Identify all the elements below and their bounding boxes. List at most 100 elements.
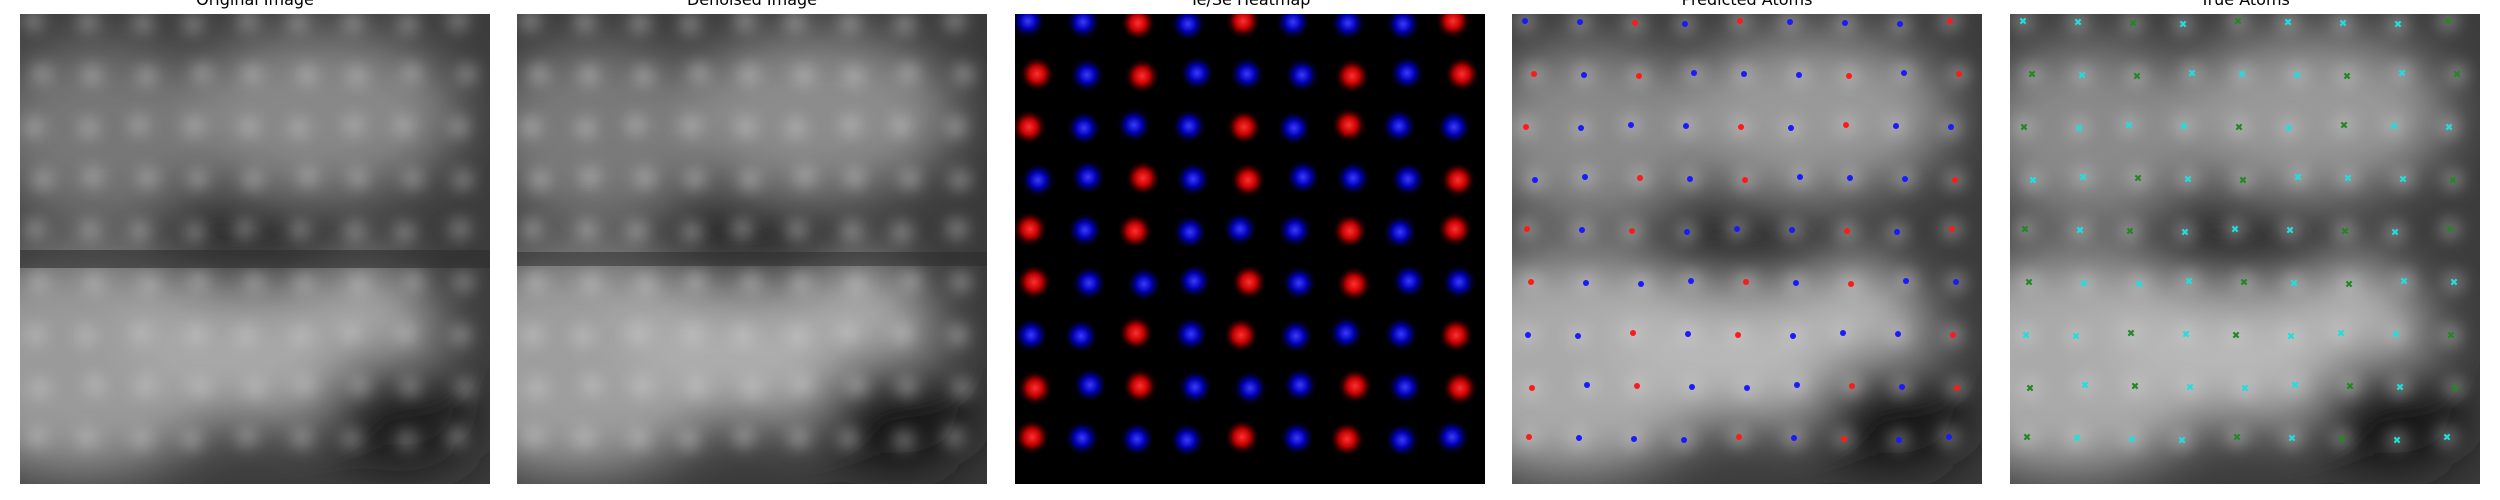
true-atom-markers	[2019, 17, 2461, 444]
true-te-marker	[2235, 123, 2243, 131]
lattice-spot	[298, 167, 318, 187]
true-te-marker	[2021, 225, 2029, 233]
lattice-spot	[131, 323, 151, 343]
lattice-spot	[581, 273, 601, 293]
te-spot	[1019, 56, 1055, 92]
lattice-spot	[575, 14, 595, 32]
predicted-se-marker	[1789, 227, 1795, 233]
predicted-te-marker	[1952, 177, 1958, 183]
se-spot	[1441, 264, 1477, 300]
predicted-se-marker	[1788, 125, 1794, 131]
se-spot	[1169, 422, 1205, 458]
predicted-se-marker	[1902, 176, 1908, 182]
lattice-spot	[788, 326, 808, 346]
lattice-spot	[239, 117, 259, 137]
lattice-spot	[189, 271, 209, 291]
te-spot	[1125, 160, 1161, 196]
lattice-spots	[23, 14, 477, 450]
predicted-se-marker	[1793, 280, 1799, 286]
true-se-marker	[2285, 124, 2293, 132]
true-se-marker	[2394, 20, 2402, 28]
predicted-se-marker	[1681, 437, 1687, 443]
lattice-spot	[347, 66, 367, 86]
true-se-marker	[2135, 280, 2143, 288]
predicted-te-marker	[1849, 383, 1855, 389]
lattice-spot	[789, 428, 809, 448]
predicted-te-marker	[1736, 434, 1742, 440]
te-spot	[1332, 213, 1368, 249]
lattice-spot	[348, 168, 368, 188]
se-spot	[1067, 212, 1103, 248]
se-spot	[1015, 317, 1049, 353]
lattice-spot	[627, 221, 647, 241]
lattice-spot	[344, 115, 364, 135]
true-se-marker	[2128, 435, 2136, 443]
true-te-marker	[2338, 435, 2346, 443]
true-se-marker	[2185, 277, 2193, 285]
lattice-spot	[900, 169, 920, 189]
true-se-marker	[2290, 279, 2298, 287]
true-se-marker	[2188, 69, 2196, 77]
lattice-spot	[687, 377, 707, 397]
lattice-spot	[185, 222, 205, 242]
panel-true-atoms: True Atoms	[2010, 0, 2480, 500]
lattice-spot	[292, 428, 312, 448]
lattice-spot	[897, 377, 917, 397]
predicted-se-marker	[1790, 333, 1796, 339]
se-spot	[1015, 14, 1046, 39]
se-spot	[1065, 14, 1101, 40]
predicted-te-marker	[1743, 279, 1749, 285]
se-spot	[1170, 14, 1206, 42]
true-se-marker	[2286, 226, 2294, 234]
true-se-marker	[2080, 279, 2088, 287]
predicted-se-marker	[1638, 281, 1644, 287]
se-spot	[1232, 370, 1268, 406]
lattice-spot	[132, 429, 152, 449]
te-spot	[1120, 14, 1156, 41]
lattice-spot	[739, 64, 759, 84]
se-spot	[1382, 214, 1418, 250]
lattice-spot	[577, 220, 597, 240]
predicted-se-marker	[1684, 229, 1690, 235]
predicted-se-marker	[1522, 18, 1528, 24]
true-se-marker	[2238, 70, 2246, 78]
lattice-spot	[580, 167, 600, 187]
true-te-marker	[2233, 433, 2241, 441]
lattice-spot	[530, 170, 550, 190]
lattice-spot	[184, 116, 204, 136]
predicted-se-marker	[1683, 123, 1689, 129]
lattice-spot	[838, 323, 858, 343]
true-te-marker	[2453, 70, 2461, 78]
lattice-spot	[449, 117, 469, 137]
lattice-spot	[899, 63, 919, 83]
lattice-spot	[350, 376, 370, 396]
se-spot	[1384, 422, 1420, 458]
se-spot	[1434, 419, 1470, 455]
predicted-se-marker	[1899, 384, 1905, 390]
lattice-spot	[133, 14, 153, 33]
true-se-marker	[2073, 434, 2081, 442]
lattice-spot	[634, 66, 654, 86]
lattice-spot	[524, 427, 544, 447]
predicted-te-marker	[1738, 124, 1744, 130]
lattice-spot	[24, 117, 44, 137]
lattice-spot	[944, 427, 964, 447]
te-spot	[1444, 56, 1480, 92]
lattice-spot	[23, 14, 43, 31]
lattice-spot	[892, 222, 912, 242]
predicted-se-marker	[1897, 21, 1903, 27]
se-spot	[1385, 14, 1421, 42]
predicted-se-marker	[1682, 21, 1688, 27]
lattice-spot	[32, 64, 52, 84]
te-spot	[1117, 213, 1153, 249]
lattice-spot	[400, 377, 420, 397]
lattice-spot	[398, 14, 418, 34]
te-spot	[1337, 368, 1373, 404]
se-spot	[1282, 367, 1318, 403]
se-spot	[1330, 14, 1366, 41]
predicted-se-marker	[1787, 19, 1793, 25]
predicted-se-marker	[1687, 176, 1693, 182]
lattice-spot	[242, 64, 262, 84]
predicted-se-marker	[1583, 280, 1589, 286]
lattice-spot	[689, 63, 709, 83]
